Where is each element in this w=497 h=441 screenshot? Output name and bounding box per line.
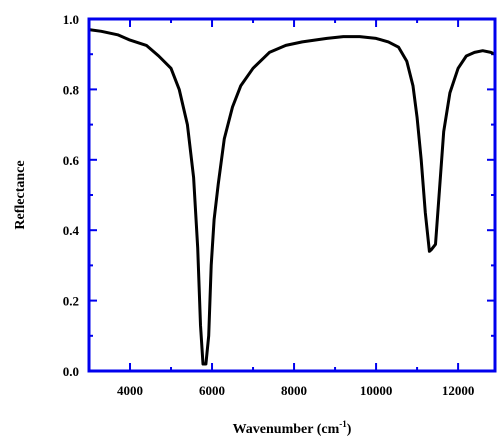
x-axis-title-tail: ) <box>347 422 352 437</box>
x-axis-title: Wavenumber (cm-1) <box>233 419 352 437</box>
y-tick-labels: 0.0 0.2 0.4 0.6 0.8 1.0 <box>63 12 80 379</box>
y-tick-label: 0.4 <box>63 223 80 238</box>
reflectance-line <box>88 28 496 366</box>
y-tick-label: 0.8 <box>63 82 80 97</box>
x-tick-labels: 4000 6000 8000 10000 12000 <box>117 383 474 398</box>
x-tick-label: 4000 <box>117 383 143 398</box>
plot-frame <box>87 17 497 373</box>
y-tick-label: 1.0 <box>63 12 79 27</box>
x-axis-title-main: Wavenumber (cm <box>233 422 340 437</box>
x-tick-label: 6000 <box>199 383 225 398</box>
y-tick-label: 0.2 <box>63 294 79 309</box>
y-tick-label: 0.6 <box>63 153 80 168</box>
y-axis-title: Reflectance <box>13 160 28 229</box>
x-tick-label: 12000 <box>442 383 475 398</box>
data-series <box>88 28 496 366</box>
x-tick-label: 8000 <box>281 383 307 398</box>
y-tick-label: 0.0 <box>63 364 79 379</box>
x-axis-title-superscript: -1 <box>339 419 347 429</box>
axis-ticks <box>88 18 495 372</box>
x-tick-label: 10000 <box>360 383 393 398</box>
